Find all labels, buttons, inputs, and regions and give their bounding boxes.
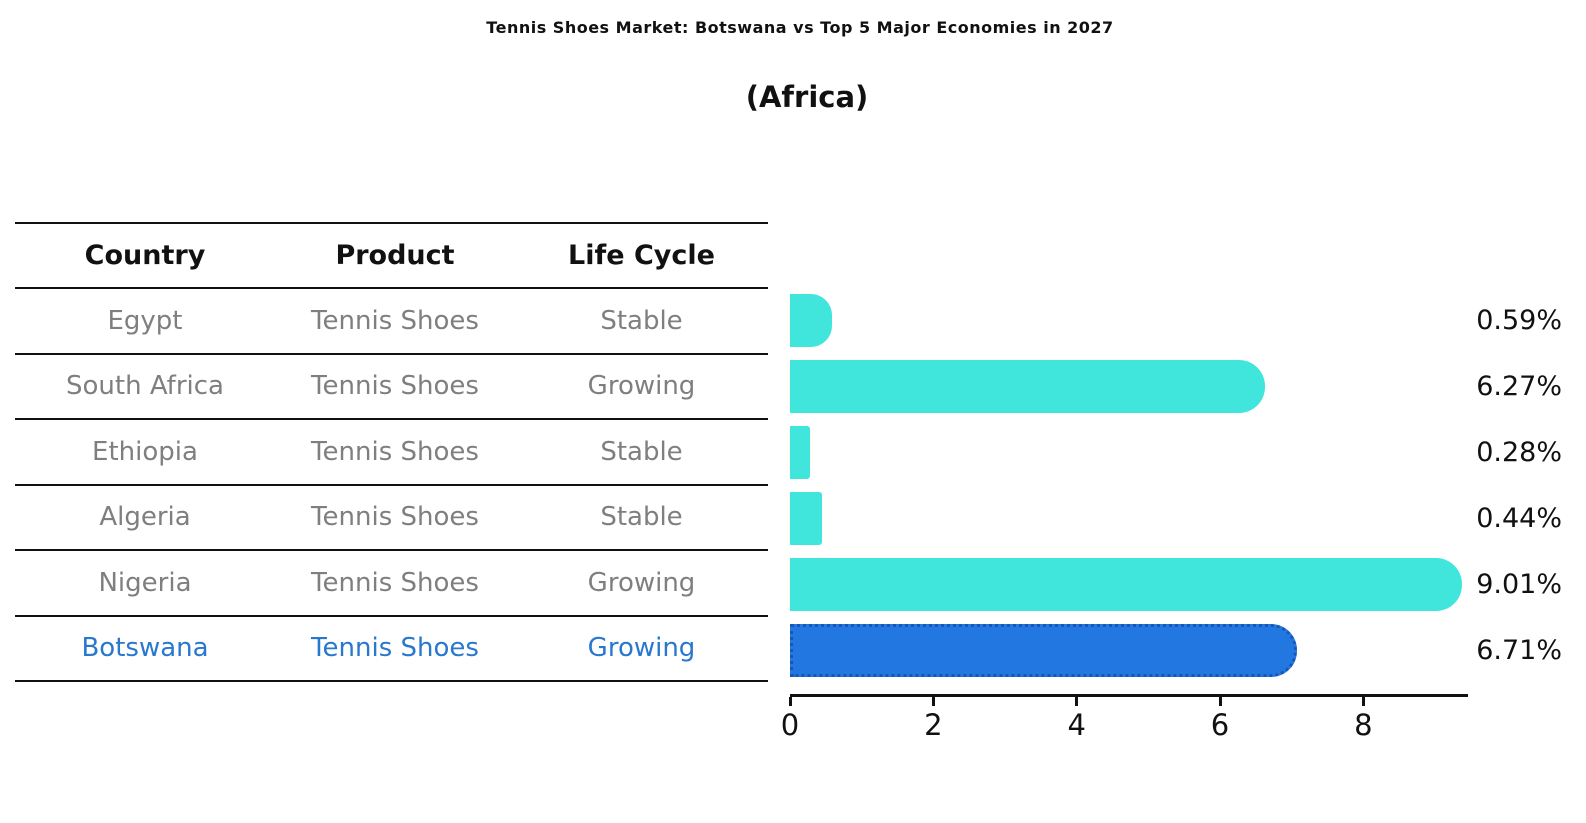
table-cell-lifecycle: Stable — [600, 502, 683, 533]
table-cell-lifecycle: Stable — [600, 305, 683, 336]
bar — [790, 294, 833, 347]
x-tick-label: 0 — [780, 708, 800, 742]
x-axis-line — [790, 694, 1468, 697]
table-header-product: Product — [335, 240, 455, 271]
table-row: South Africa Tennis Shoes Growing — [15, 355, 768, 420]
x-tick — [1361, 697, 1365, 706]
table-cell-product: Tennis Shoes — [311, 436, 479, 467]
table-header-country: Country — [84, 240, 206, 271]
bar-value-label: 6.27% — [1476, 371, 1562, 402]
bar-highlight — [790, 624, 1297, 677]
bar-plot: 0.59% 6.27% 0.28% 0.44% 9.01% 6.71% 0 2 4 6 8 — [781, 288, 1586, 823]
table-cell-lifecycle: Growing — [587, 633, 696, 664]
table-cell-country: Nigeria — [98, 567, 192, 598]
bar — [790, 426, 811, 479]
plot-row: 0.44% — [790, 486, 1586, 552]
bar — [790, 558, 1462, 611]
table-cell-country: South Africa — [66, 371, 224, 402]
table-cell-country: Egypt — [107, 305, 183, 336]
country-table: Country Product Life Cycle Egypt Tennis S… — [15, 222, 768, 682]
bar-value-label: 0.44% — [1476, 503, 1562, 534]
chart-title: Tennis Shoes Market: Botswana vs Top 5 M… — [486, 18, 1114, 37]
table-cell-lifecycle: Growing — [587, 371, 696, 402]
x-tick-label: 4 — [1067, 708, 1086, 742]
table-row: Botswana Tennis Shoes Growing — [15, 617, 768, 682]
plot-row: 9.01% — [790, 552, 1586, 618]
plot-row: 0.59% — [790, 288, 1586, 354]
table-header-row: Country Product Life Cycle — [15, 222, 768, 289]
table-cell-country: Ethiopia — [92, 436, 198, 467]
plot-row: 6.71% — [790, 618, 1586, 684]
table-cell-product: Tennis Shoes — [311, 371, 479, 402]
x-tick — [1075, 697, 1079, 706]
table-row: Egypt Tennis Shoes Stable — [15, 289, 768, 355]
x-tick — [1218, 697, 1222, 706]
table-cell-product: Tennis Shoes — [311, 633, 479, 664]
x-tick — [788, 697, 792, 706]
bar-value-label: 0.28% — [1476, 437, 1562, 468]
plot-row: 0.28% — [790, 420, 1586, 486]
table-row: Ethiopia Tennis Shoes Stable — [15, 420, 768, 486]
table-row: Nigeria Tennis Shoes Growing — [15, 551, 768, 617]
x-tick-label: 2 — [924, 708, 943, 742]
bar-value-label: 0.59% — [1476, 305, 1562, 336]
x-tick-label: 8 — [1354, 708, 1373, 742]
plot-row: 6.27% — [790, 354, 1586, 420]
x-tick-label: 6 — [1210, 708, 1230, 742]
bar — [790, 360, 1266, 413]
table-body: Egypt Tennis Shoes Stable South Africa Tenni… — [15, 289, 768, 682]
table-cell-country: Algeria — [99, 502, 191, 533]
table-cell-product: Tennis Shoes — [311, 567, 479, 598]
table-cell-lifecycle: Growing — [587, 567, 696, 598]
table-cell-lifecycle: Stable — [600, 436, 683, 467]
table-cell-product: Tennis Shoes — [311, 305, 479, 336]
table-header-lifecycle: Life Cycle — [568, 240, 715, 271]
bar-value-label: 9.01% — [1476, 569, 1562, 600]
table-row: Algeria Tennis Shoes Stable — [15, 486, 768, 551]
x-tick — [931, 697, 935, 706]
table-cell-product: Tennis Shoes — [311, 502, 479, 533]
table-cell-country: Botswana — [81, 633, 209, 664]
chart-subtitle: (Africa) — [745, 80, 869, 114]
bar-value-label: 6.71% — [1476, 635, 1562, 666]
bar — [790, 492, 822, 545]
